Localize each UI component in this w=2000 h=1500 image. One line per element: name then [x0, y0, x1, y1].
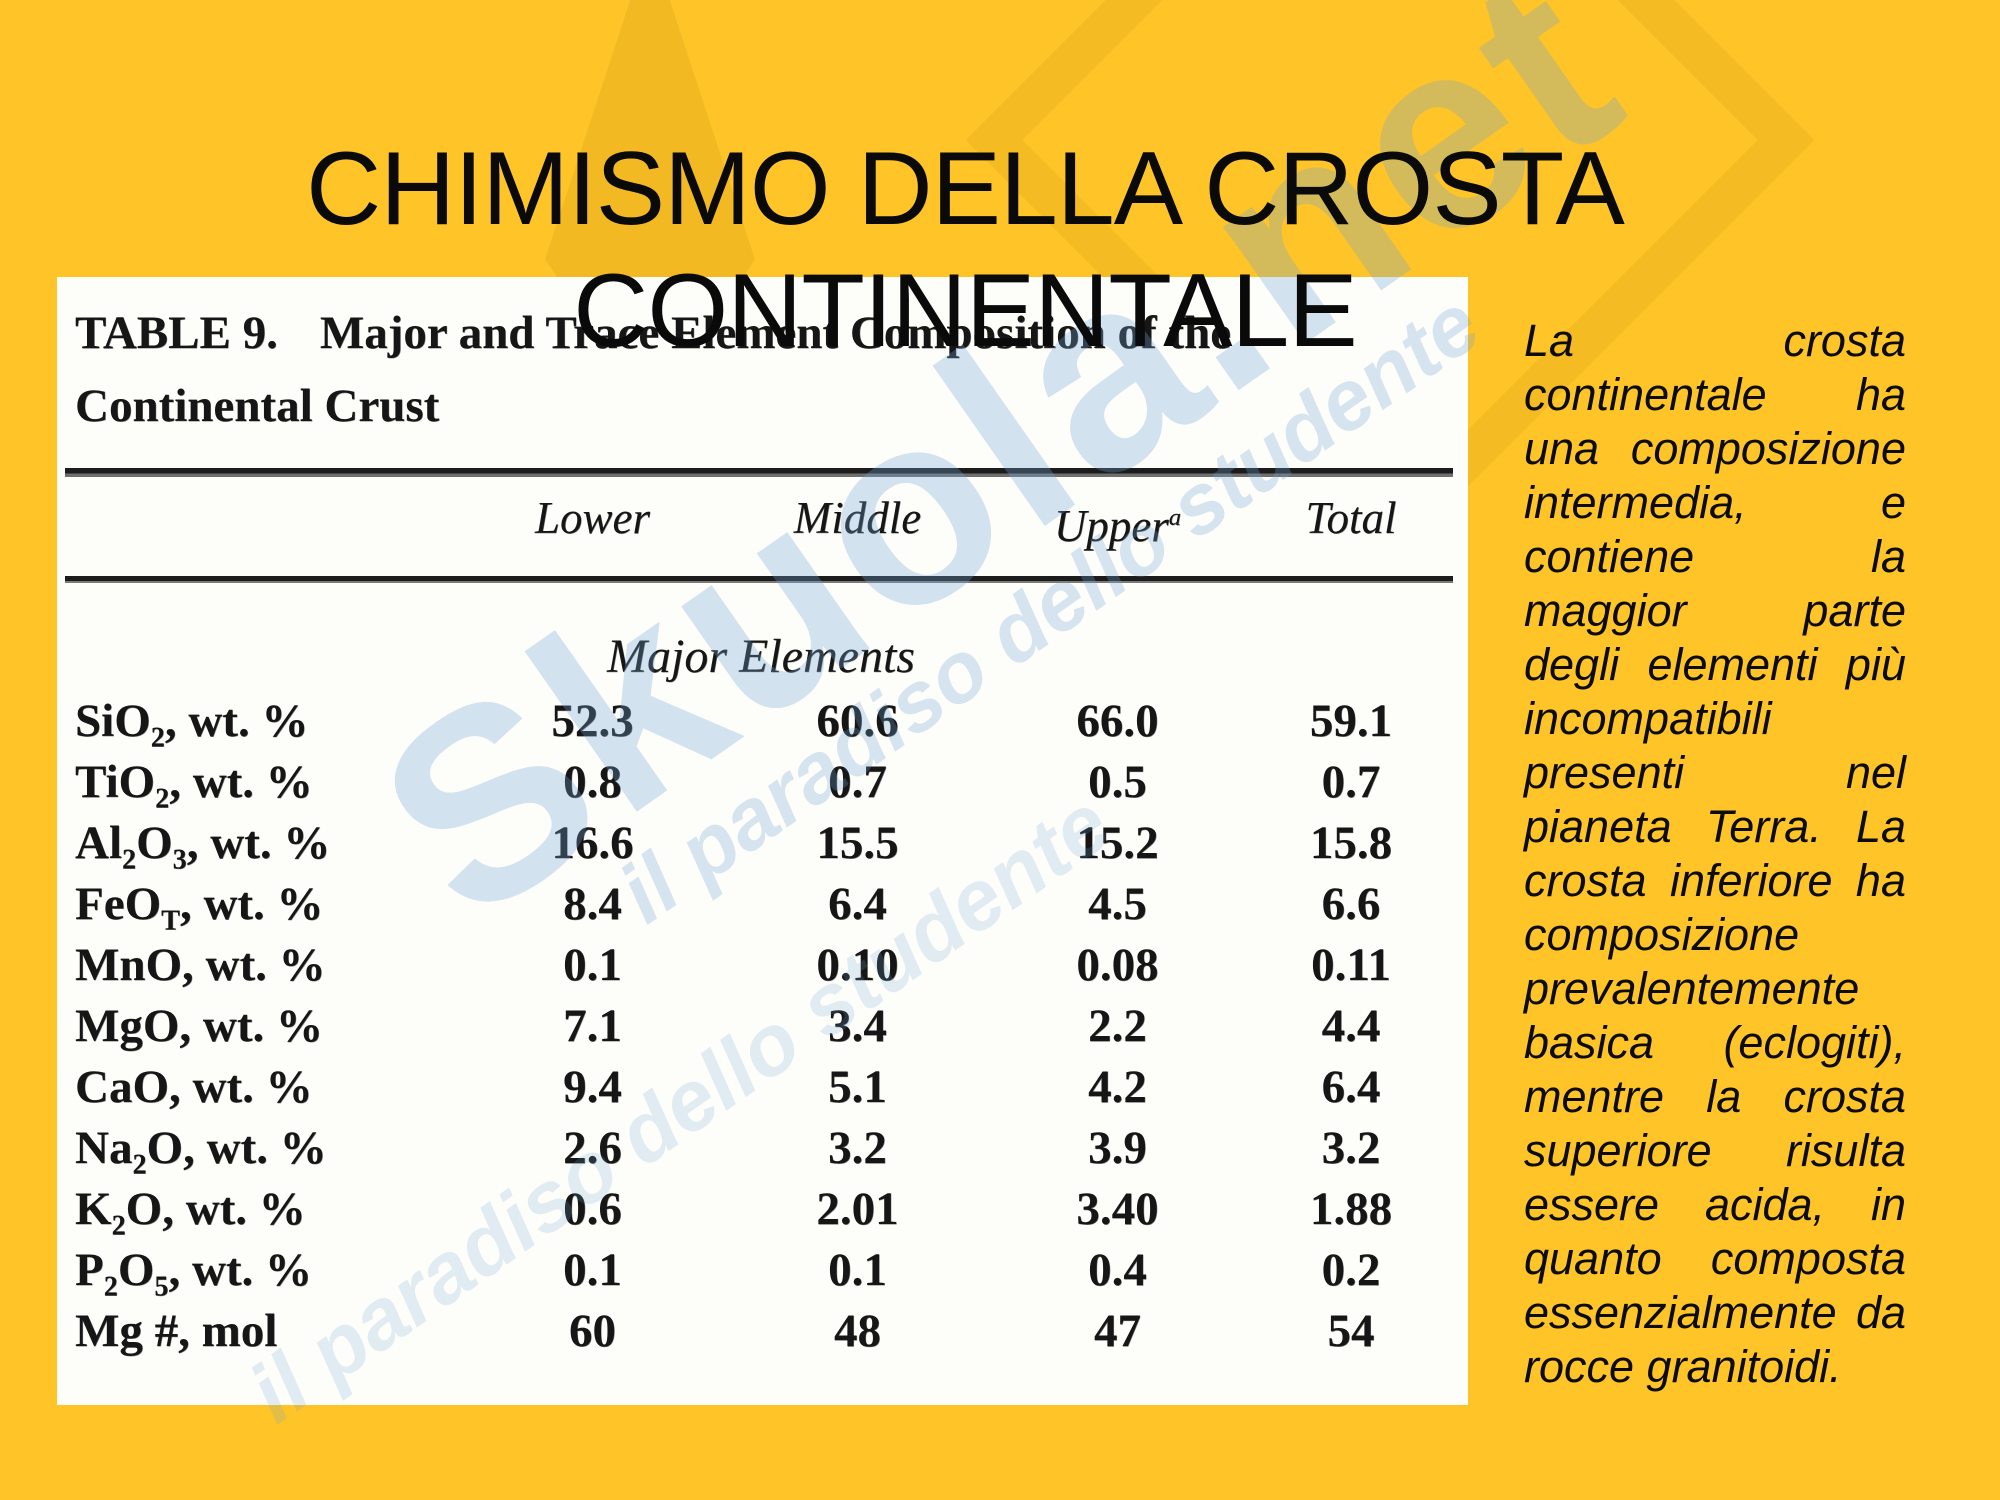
row-value: 3.2	[1321, 1122, 1381, 1174]
row-label: TiO2, wt. %	[75, 756, 313, 815]
row-value: 7.1	[563, 1000, 622, 1052]
scanned-table-image: TABLE 9. Major and Trace Element Composit…	[57, 277, 1468, 1405]
row-value: 8.4	[563, 878, 622, 930]
row-value: 4.5	[1088, 878, 1147, 930]
row-value: 3.9	[1088, 1122, 1147, 1174]
slide-title-line1: CHIMISMO DELLA CROSTA	[306, 130, 1625, 247]
table-caption: TABLE 9. Major and Trace Element Composit…	[75, 297, 1467, 443]
row-value: 52.3	[551, 695, 634, 747]
row-value: 15.5	[816, 817, 899, 869]
table-body: SiO2, wt. % 52.3 60.6 66.0 59.1 TiO2, wt. % 0.…	[65, 691, 1457, 1362]
row-value: 0.4	[1088, 1244, 1147, 1296]
table-caption-text-line2: Continental Crust	[75, 379, 440, 432]
row-value: 3.2	[828, 1122, 887, 1174]
row-label: CaO, wt. %	[75, 1061, 313, 1113]
row-value: 3.4	[828, 1000, 887, 1052]
row-label: MgO, wt. %	[75, 1000, 324, 1052]
row-value: 1.88	[1309, 1183, 1393, 1235]
row-value: 59.1	[1309, 695, 1393, 747]
slide-title-line2: CONTINENTALE	[573, 253, 1358, 370]
row-value: 2.6	[563, 1122, 622, 1174]
row-value: 2.2	[1088, 1000, 1147, 1052]
row-value: 0.10	[816, 939, 899, 991]
column-header-middle: Middle	[793, 493, 922, 543]
row-value: 60	[569, 1305, 616, 1357]
row-label: Na2O, wt. %	[75, 1122, 327, 1181]
row-value: 0.7	[828, 756, 887, 808]
row-value: 0.2	[1321, 1244, 1381, 1296]
slide-title: CHIMISMO DELLA CROSTA CONTINENTALE	[0, 128, 1930, 373]
row-value: 0.8	[563, 756, 622, 808]
row-label: MnO, wt. %	[75, 939, 326, 991]
row-value: 0.1	[563, 939, 622, 991]
row-value: 16.6	[551, 817, 634, 869]
slide-body-paragraph: La crosta continentale ha una composizio…	[1524, 315, 1906, 1392]
row-value: 2.01	[816, 1183, 899, 1235]
row-value: 15.8	[1309, 817, 1393, 869]
row-value: 9.4	[563, 1061, 622, 1113]
row-value: 0.6	[563, 1183, 622, 1235]
row-value: 0.1	[828, 1244, 887, 1296]
row-value: 6.6	[1321, 878, 1381, 930]
row-label: Mg #, mol	[75, 1305, 278, 1357]
row-value: 5.1	[828, 1061, 887, 1113]
table-caption-text-line1: Major and Trace Element Composition of t…	[319, 307, 1232, 359]
row-label: Al2O3, wt. %	[75, 817, 331, 876]
row-label: SiO2, wt. %	[75, 695, 309, 754]
row-value: 0.08	[1076, 939, 1159, 991]
row-label: FeOT, wt. %	[75, 878, 324, 937]
row-value: 4.4	[1321, 1000, 1381, 1052]
table-header-row: Lower Middle Uppera Total	[65, 489, 1457, 555]
row-value: 6.4	[828, 878, 887, 930]
table-section-header: Major Elements	[607, 630, 915, 683]
row-value: 47	[1094, 1305, 1141, 1357]
row-value: 3.40	[1076, 1183, 1159, 1235]
row-value: 66.0	[1076, 695, 1159, 747]
row-value: 6.4	[1321, 1061, 1381, 1113]
table-rule-top	[65, 468, 1453, 477]
row-value: 0.1	[563, 1244, 622, 1296]
row-value: 15.2	[1076, 817, 1159, 869]
row-value: 60.6	[816, 695, 899, 747]
row-label: P2O5, wt. %	[75, 1244, 313, 1303]
row-value: 48	[834, 1305, 881, 1357]
table-caption-number: TABLE 9.	[75, 307, 278, 359]
column-header-total: Total	[1305, 493, 1397, 543]
column-header-empty	[65, 489, 460, 555]
row-value: 0.11	[1311, 939, 1391, 991]
table-rule-under-header	[65, 576, 1453, 583]
row-label: K2O, wt. %	[75, 1183, 306, 1242]
column-header-upper: Uppera	[1053, 501, 1182, 551]
row-value: 4.2	[1088, 1061, 1147, 1113]
column-header-lower: Lower	[534, 493, 651, 543]
row-value: 54	[1327, 1305, 1375, 1357]
row-value: 0.5	[1088, 756, 1147, 808]
row-value: 0.7	[1321, 756, 1381, 808]
